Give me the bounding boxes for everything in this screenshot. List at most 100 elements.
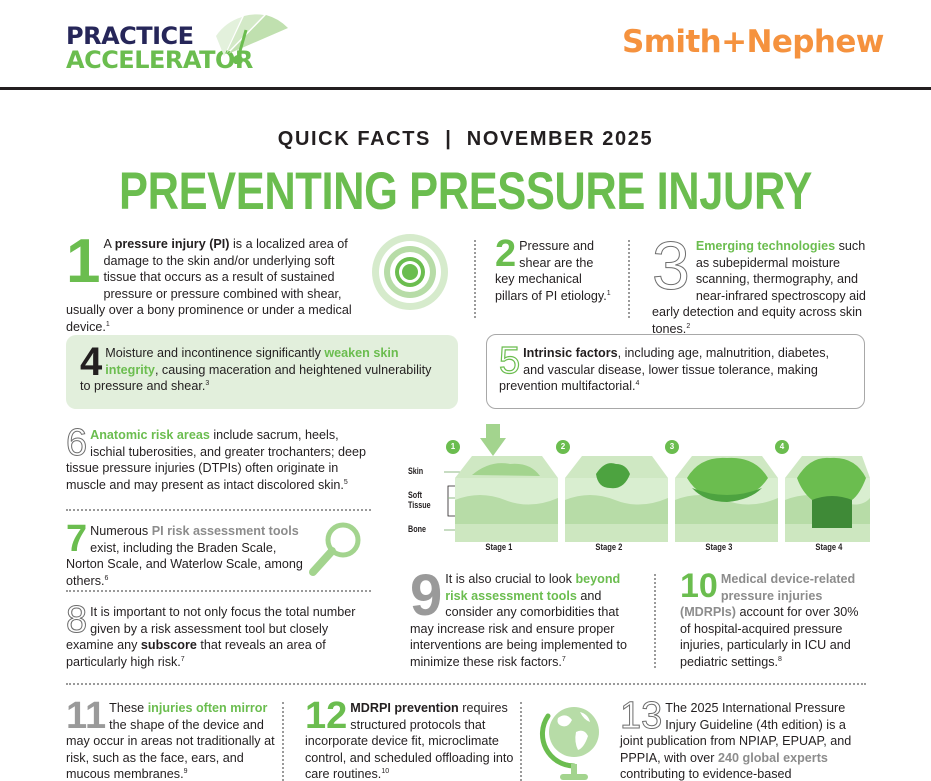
page-title: PREVENTING PRESSURE INJURY	[119, 162, 812, 221]
fact-text: contributing to evidence-based recommend…	[620, 767, 792, 781]
footnote-ref: 6	[104, 574, 109, 582]
fact-text: account for over 30% of hospital-acquire…	[680, 605, 859, 669]
speedometer-icon	[216, 14, 288, 64]
fact-13: 13 The 2025 International Pressure Injur…	[619, 695, 870, 781]
fact-number: 1	[66, 227, 101, 296]
fact-text: Numerous	[90, 524, 152, 538]
column-divider	[520, 702, 522, 781]
logo-line-2: ACCELERATOR	[66, 46, 253, 74]
row-divider	[66, 683, 866, 685]
footnote-ref: 2	[686, 322, 691, 330]
practice-accelerator-logo: PRACTICE ACCELERATOR	[66, 14, 296, 76]
globe-icon	[539, 707, 599, 780]
footnote-ref: 10	[381, 768, 390, 776]
logo-line-1: PRACTICE	[66, 22, 194, 50]
smith-nephew-logo: Smith+Nephew	[622, 24, 884, 60]
fact-number: 4	[80, 340, 103, 384]
footnote-ref: 7	[561, 655, 566, 663]
layer-label-text: Soft	[408, 490, 422, 500]
fact-number: 3	[652, 228, 691, 304]
fact-number: 11	[66, 695, 107, 737]
footnote-ref: 3	[205, 380, 210, 387]
fact-6: 6 Anatomic risk areas include sacrum, he…	[65, 422, 371, 493]
fact-text: , causing maceration and heightened vuln…	[80, 362, 432, 394]
fact-text: is a localized area of damage to the ski…	[66, 237, 352, 334]
stage-block-4	[785, 456, 870, 542]
footnote-ref: 4	[635, 380, 640, 387]
layer-label-bone: Bone	[408, 524, 426, 534]
fact-text: Pressure and shear are the key mechanica…	[495, 239, 607, 303]
fact-text: It is also crucial to look	[445, 572, 576, 586]
row-divider	[66, 509, 371, 511]
layer-label-text: Tissue	[408, 500, 431, 510]
fact-9: 9 It is also crucial to look beyond risk…	[410, 566, 636, 671]
fact-number: 2	[495, 233, 517, 275]
fact-text: such as subepidermal moisture scanning, …	[652, 239, 866, 336]
layer-label-skin: Skin	[408, 466, 424, 476]
fact-text: , including age, malnutrition, diabetes,…	[499, 346, 830, 394]
fact-number: 10	[680, 567, 718, 605]
stage-block-1	[455, 456, 558, 542]
fact-highlight: Anatomic risk areas	[90, 428, 210, 442]
column-divider	[628, 240, 630, 318]
footnote-ref: 7	[180, 655, 185, 663]
target-icon	[372, 234, 448, 310]
fact-bold: subscore	[140, 638, 197, 653]
header-divider	[0, 87, 931, 90]
fact-5: 5 Intrinsic factors, including age, maln…	[486, 334, 865, 409]
stages-illustration	[444, 424, 870, 542]
fact-text: It is important to not only focus the to…	[66, 605, 356, 653]
fact-text: that reveals an area of particularly hig…	[66, 638, 326, 669]
stage-block-2	[565, 456, 668, 542]
fact-bold: Intrinsic factors	[523, 346, 618, 360]
fact-bold: pressure injury (PI)	[114, 237, 230, 251]
fact-number: 6	[65, 422, 88, 464]
fact-12: 12 MDRPI prevention requires structured …	[305, 697, 515, 781]
fact-1: 1 A pressure injury (PI) is a localized …	[66, 227, 366, 336]
fact-2: 2 Pressure and shear are the key mechani…	[495, 233, 615, 304]
magnifier-icon	[309, 522, 361, 576]
fact-number: 13	[619, 695, 663, 737]
stage-badge-4: 4	[775, 440, 789, 454]
stage-block-3	[675, 456, 778, 542]
layer-label-soft-tissue: Soft Tissue	[408, 490, 431, 510]
fact-text: Moisture and incontinence significantly	[105, 346, 325, 360]
footnote-ref: 9	[183, 768, 188, 776]
fact-highlight: Emerging technologies	[695, 239, 836, 253]
fact-highlight: PI risk assessment tools	[151, 524, 299, 538]
fact-text: requires structured protocols that incor…	[305, 701, 514, 781]
pressure-injury-stages-figure: Skin Soft Tissue Bone	[400, 420, 870, 560]
fact-text: These	[109, 701, 148, 715]
column-divider	[474, 240, 476, 318]
fact-text: include sacrum, heels, ischial tuberosit…	[66, 428, 366, 492]
stage-label-2: Stage 2	[595, 542, 623, 553]
footnote-ref: 1	[606, 289, 611, 297]
stage-label-3: Stage 3	[705, 542, 733, 553]
stage-badge-3: 3	[665, 440, 679, 454]
fact-highlight: 240 global experts	[718, 750, 828, 765]
fact-highlight: beyond risk assessment tools	[445, 572, 621, 603]
stage-label-1: Stage 1	[485, 542, 513, 553]
fact-text: A	[103, 237, 115, 251]
fact-text: The 2025 International Pressure Injury G…	[620, 701, 852, 765]
fact-10: 10 Medical device-related pressure injur…	[680, 567, 870, 671]
column-divider	[654, 574, 656, 668]
stage-badge-1: 1	[446, 440, 460, 454]
footnote-ref: 5	[343, 478, 348, 486]
fact-text: the shape of the device and may occur in…	[66, 717, 275, 781]
subtitle: QUICK FACTS | NOVEMBER 2025	[277, 128, 654, 150]
fact-number: 7	[66, 518, 88, 560]
stage-label-4: Stage 4	[815, 542, 843, 553]
column-divider	[282, 702, 284, 781]
fact-number: 8	[65, 599, 88, 641]
footnote-ref: 8	[778, 655, 782, 663]
row-divider	[66, 590, 371, 592]
fact-8: 8 It is important to not only focus the …	[65, 599, 371, 670]
fact-number: 5	[498, 340, 521, 382]
fact-11: 11 These injuries often mirror the shape…	[66, 695, 278, 781]
fact-4: 4 Moisture and incontinence significantl…	[66, 335, 458, 409]
fact-highlight: Medical device-related pressure injuries…	[680, 572, 856, 620]
fact-highlight: weaken skin integrity	[105, 346, 399, 377]
footnote-ref: 1	[105, 320, 110, 328]
fact-text: and consider any comorbidities that may …	[410, 588, 628, 669]
